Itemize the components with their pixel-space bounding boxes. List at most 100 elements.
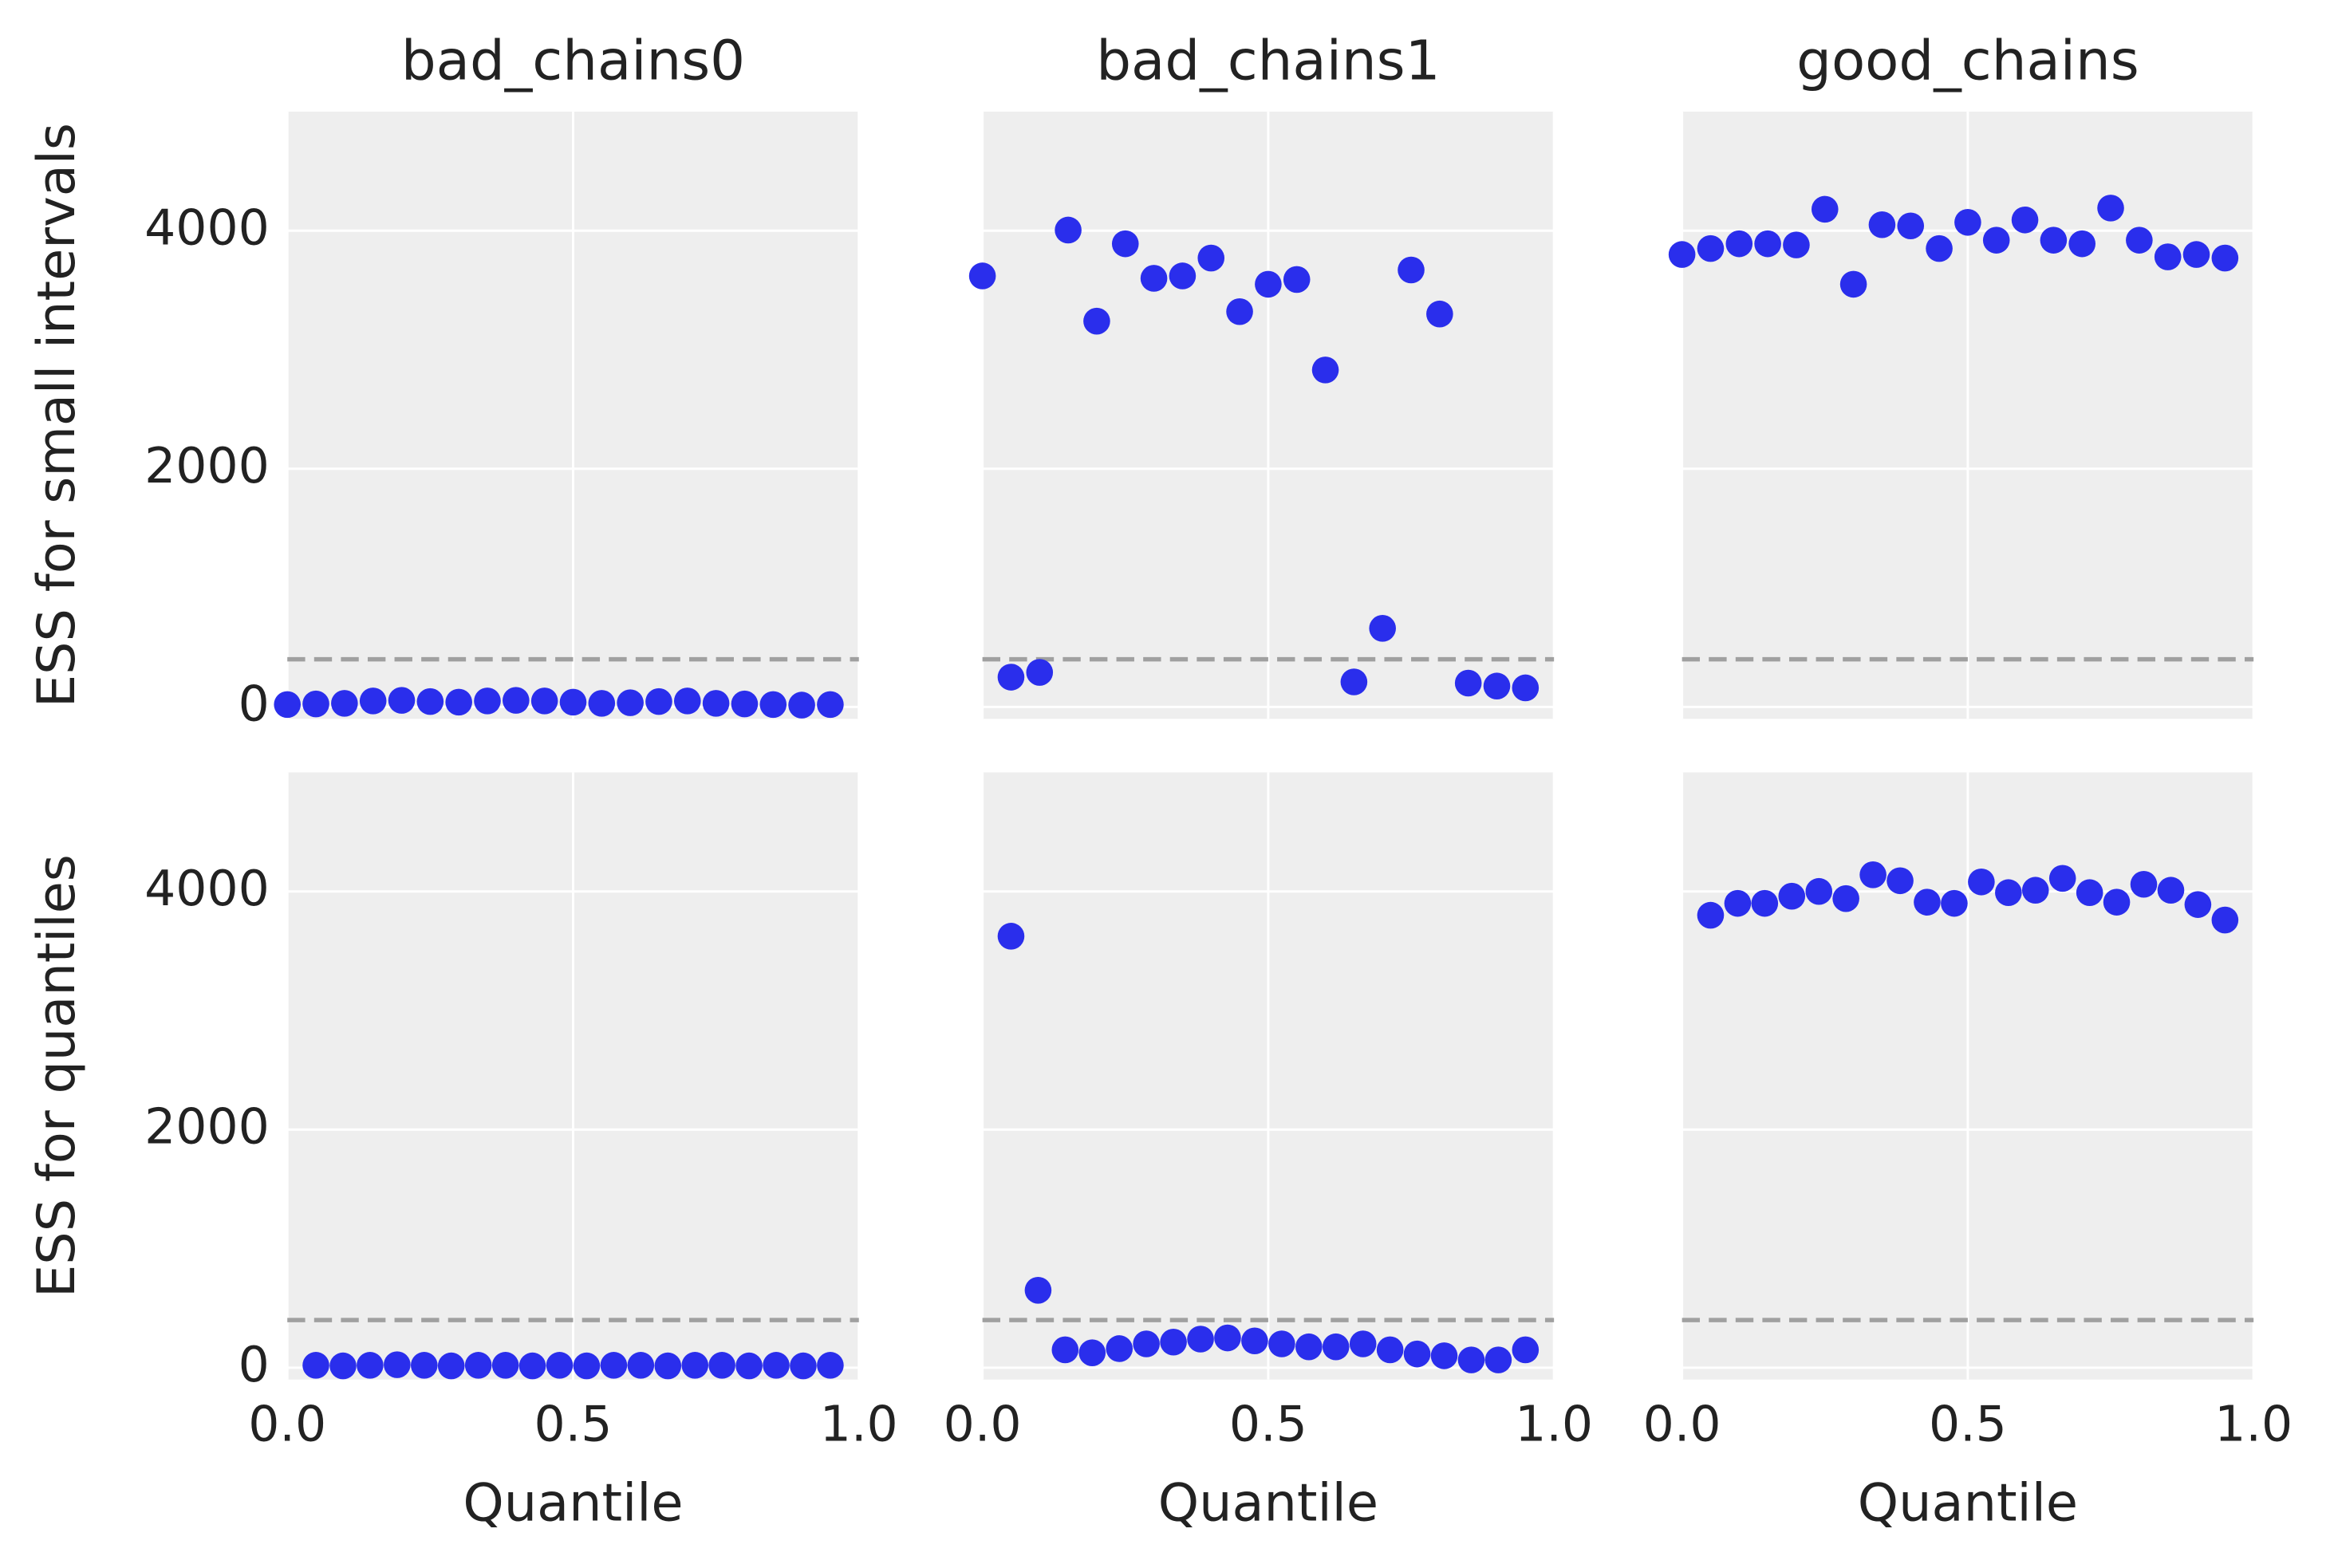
point bbox=[1369, 615, 1396, 642]
point bbox=[1805, 877, 1833, 905]
point bbox=[546, 1352, 574, 1379]
point bbox=[416, 687, 444, 715]
point bbox=[302, 1352, 329, 1379]
point bbox=[673, 687, 701, 715]
point bbox=[1697, 901, 1725, 929]
y-tick-label: 4000 bbox=[144, 860, 270, 917]
point bbox=[1283, 266, 1311, 294]
point bbox=[702, 690, 730, 717]
point bbox=[1197, 244, 1225, 272]
point bbox=[1724, 889, 1752, 917]
point bbox=[1340, 668, 1368, 695]
point bbox=[759, 691, 787, 719]
y-axis-label: ESS for quantiles bbox=[26, 854, 87, 1298]
x-tick-label: 0.5 bbox=[1229, 1396, 1307, 1453]
point bbox=[1140, 265, 1168, 292]
panel-title: good_chains bbox=[1796, 29, 2139, 93]
point bbox=[968, 262, 996, 290]
point bbox=[1241, 1327, 1268, 1355]
point bbox=[329, 1352, 357, 1380]
point bbox=[1512, 674, 1540, 702]
point bbox=[1051, 1336, 1079, 1364]
point bbox=[1697, 234, 1725, 262]
point bbox=[1106, 1335, 1133, 1362]
point bbox=[1454, 669, 1482, 697]
point bbox=[1512, 1336, 1540, 1364]
point bbox=[1430, 1342, 1458, 1369]
point bbox=[1954, 208, 1981, 236]
point bbox=[763, 1352, 790, 1379]
point bbox=[1483, 672, 1511, 700]
point bbox=[1024, 1277, 1052, 1304]
x-tick-label: 0.0 bbox=[944, 1396, 1022, 1453]
point bbox=[997, 923, 1025, 950]
point bbox=[2126, 227, 2153, 254]
panel-title: bad_chains1 bbox=[1096, 29, 1440, 93]
point bbox=[617, 689, 644, 716]
point bbox=[2103, 888, 2131, 916]
point bbox=[573, 1352, 601, 1380]
point bbox=[1169, 262, 1197, 290]
point bbox=[1897, 212, 1925, 240]
point bbox=[645, 687, 672, 715]
point bbox=[1484, 1346, 1512, 1373]
point bbox=[2130, 870, 2158, 898]
point bbox=[681, 1352, 709, 1379]
point bbox=[1995, 879, 2022, 907]
point bbox=[1751, 889, 1779, 917]
point bbox=[1255, 270, 1282, 298]
point bbox=[735, 1352, 763, 1380]
point bbox=[1725, 230, 1753, 258]
point bbox=[1111, 230, 1139, 258]
point bbox=[357, 1352, 384, 1379]
point bbox=[1398, 256, 1425, 284]
x-tick-label: 1.0 bbox=[2214, 1396, 2293, 1453]
point bbox=[2021, 877, 2049, 904]
point bbox=[2182, 241, 2210, 268]
point bbox=[2157, 877, 2185, 904]
point bbox=[1311, 357, 1339, 384]
point bbox=[1982, 227, 2010, 254]
point bbox=[437, 1352, 465, 1380]
point bbox=[1160, 1328, 1187, 1356]
point bbox=[790, 1352, 817, 1380]
point bbox=[2048, 865, 2076, 892]
point bbox=[1968, 868, 1995, 896]
point bbox=[2211, 906, 2239, 934]
point bbox=[1376, 1336, 1404, 1364]
point bbox=[2154, 243, 2182, 270]
point bbox=[1133, 1330, 1160, 1357]
point bbox=[1322, 1333, 1350, 1361]
point bbox=[1778, 882, 1806, 910]
point bbox=[1403, 1340, 1431, 1368]
point bbox=[1839, 270, 1867, 298]
point bbox=[1295, 1333, 1323, 1361]
x-axis-label: Quantile bbox=[463, 1472, 683, 1533]
point bbox=[1754, 230, 1781, 258]
point bbox=[2184, 891, 2212, 918]
x-tick-label: 0.0 bbox=[1643, 1396, 1721, 1453]
point bbox=[388, 687, 416, 714]
point bbox=[708, 1352, 735, 1379]
point bbox=[2040, 227, 2068, 254]
point bbox=[503, 687, 530, 714]
y-tick-label: 2000 bbox=[144, 437, 270, 494]
point bbox=[588, 690, 616, 717]
point bbox=[2097, 195, 2124, 222]
point bbox=[474, 687, 501, 715]
point bbox=[274, 691, 301, 719]
point bbox=[1783, 231, 1810, 258]
point bbox=[1078, 1339, 1106, 1366]
point bbox=[445, 688, 472, 716]
point bbox=[1187, 1326, 1214, 1353]
point bbox=[530, 687, 558, 715]
point bbox=[1083, 307, 1110, 335]
point bbox=[1026, 659, 1054, 686]
point bbox=[1811, 195, 1839, 223]
point bbox=[2011, 206, 2039, 234]
x-axis-label: Quantile bbox=[1858, 1472, 2078, 1533]
point bbox=[1457, 1346, 1485, 1373]
point bbox=[1868, 211, 1896, 238]
point bbox=[359, 687, 387, 715]
